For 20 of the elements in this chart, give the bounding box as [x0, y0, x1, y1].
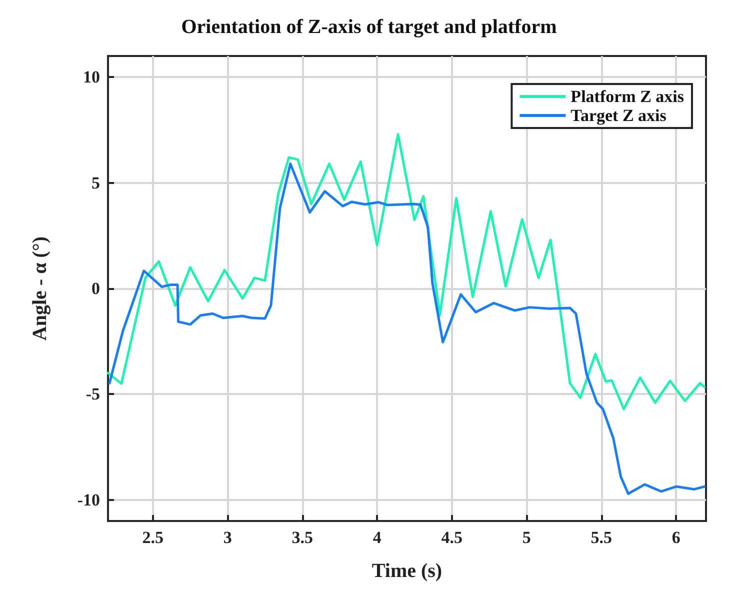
legend-label: Target Z axis: [570, 106, 667, 125]
y-tick-label: 5: [92, 173, 100, 192]
line-series: [106, 132, 706, 410]
x-tick-label: 2.5: [142, 528, 164, 547]
x-tick-label: 5.5: [590, 528, 612, 547]
y-tick-label: -5: [86, 384, 100, 404]
x-tick-label: 4.5: [441, 528, 462, 547]
legend-label: Platform Z axis: [570, 87, 684, 106]
x-tick-label: 4: [372, 528, 382, 547]
y-tick-label: 10: [83, 68, 100, 87]
x-tick-label: 3: [223, 528, 232, 547]
line-series: [108, 162, 706, 495]
x-tick-label: 3.5: [292, 528, 313, 547]
chart-title: Orientation of Z-axis of target and platform: [181, 16, 558, 38]
x-tick-label: 6: [672, 528, 680, 547]
y-tick-label: 0: [92, 279, 100, 298]
y-tick-label: -10: [77, 490, 100, 510]
y-axis-title: Angle - α (°): [29, 236, 51, 341]
x-axis-title: Time (s): [372, 560, 442, 582]
x-tick-label: 5: [522, 528, 531, 547]
